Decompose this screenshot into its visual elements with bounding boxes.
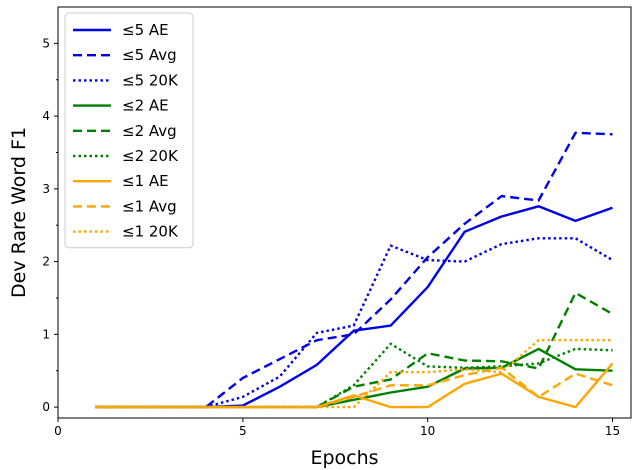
y-axis-label: Dev Rare Word F1 bbox=[8, 127, 30, 298]
series-line-3 bbox=[95, 237, 614, 409]
legend-entry-label: ≤5 20K bbox=[122, 71, 179, 89]
x-tick-label: 15 bbox=[605, 424, 620, 438]
legend-box bbox=[64, 12, 194, 249]
plot-layer bbox=[95, 131, 614, 409]
y-tick-label: 2 bbox=[42, 255, 50, 269]
legend-entry-label: ≤2 20K bbox=[122, 147, 179, 165]
y-tick-label: 5 bbox=[42, 36, 50, 50]
series-line-9 bbox=[95, 339, 613, 409]
legend-entry-label: ≤1 AE bbox=[122, 172, 169, 190]
axis-layer: 0 5 10 15 0 1 2 3 4 5 bbox=[42, 36, 620, 438]
y-tick-label: 0 bbox=[42, 400, 50, 414]
series-line-8 bbox=[95, 366, 613, 409]
x-tick-label: 0 bbox=[54, 424, 62, 438]
legend-entry-label: ≤1 Avg bbox=[122, 197, 177, 215]
x-axis-label: Epochs bbox=[310, 447, 378, 469]
series-line-6 bbox=[95, 342, 613, 409]
legend-entry-label: ≤1 20K bbox=[122, 223, 179, 241]
legend-entry-label: ≤5 Avg bbox=[122, 46, 177, 64]
x-tick-label: 5 bbox=[239, 424, 247, 438]
y-tick-label: 3 bbox=[42, 182, 50, 196]
legend: ≤5 AE ≤5 Avg ≤5 20K ≤2 AE ≤2 Avg ≤2 20K ≤1 AE ≤… bbox=[64, 12, 194, 249]
series-line-4 bbox=[95, 347, 613, 409]
legend-entry-label: ≤2 Avg bbox=[122, 122, 177, 140]
legend-entry-label: ≤5 AE bbox=[122, 21, 169, 39]
legend-entry-label: ≤2 AE bbox=[122, 97, 169, 115]
y-tick-label: 4 bbox=[42, 109, 50, 123]
plot-frame bbox=[57, 6, 632, 419]
y-tick-label: 1 bbox=[42, 327, 50, 341]
x-tick-label: 10 bbox=[420, 424, 435, 438]
